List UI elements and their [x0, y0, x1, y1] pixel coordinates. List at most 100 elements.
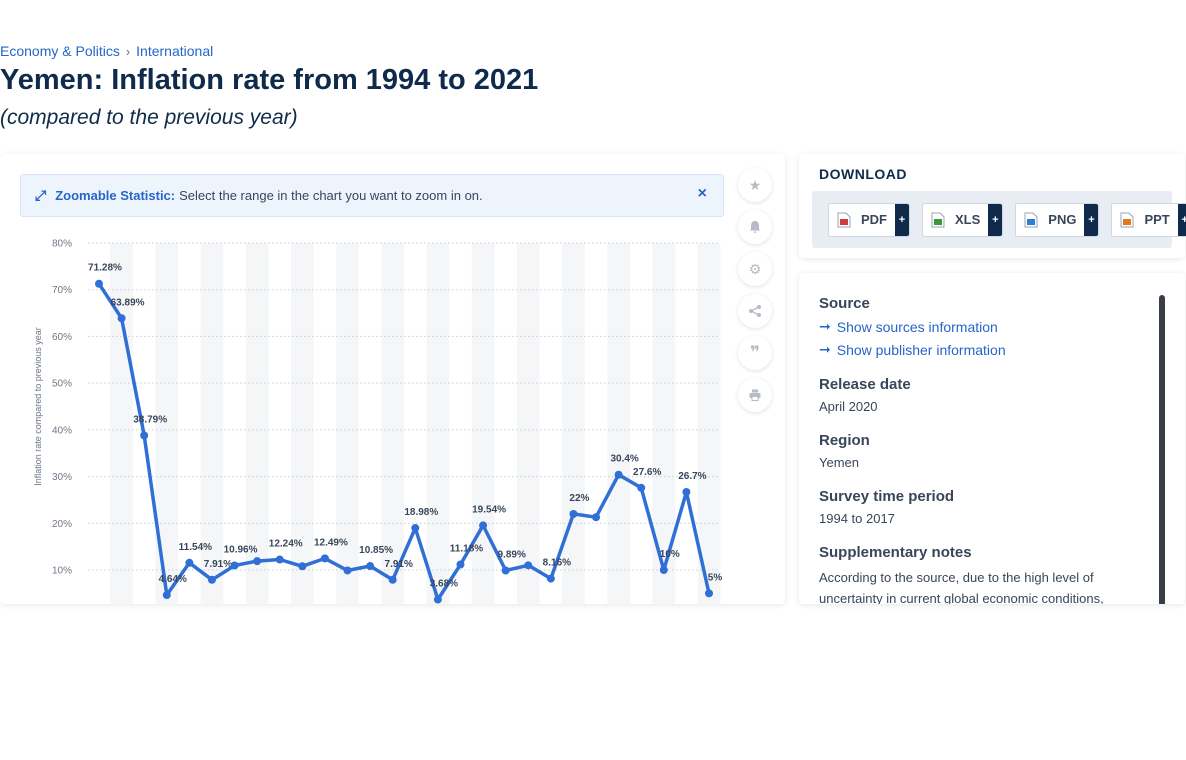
zoom-banner-label: Zoomable Statistic:	[55, 188, 176, 203]
data-point	[117, 314, 126, 323]
download-plus-icon: +	[1084, 203, 1099, 236]
chart-column-band	[336, 243, 359, 604]
data-point	[705, 589, 713, 598]
data-point	[501, 566, 510, 575]
chart-column-band	[291, 243, 314, 604]
data-point	[682, 487, 691, 496]
cite-button[interactable]: ❞	[738, 336, 772, 370]
data-label: 63.89%	[111, 297, 145, 308]
data-point	[592, 513, 601, 522]
data-label: 10.96%	[224, 545, 258, 556]
y-tick-label: 70%	[52, 285, 72, 296]
share-button[interactable]	[738, 294, 772, 328]
data-label: 10.85%	[359, 545, 393, 556]
data-point	[546, 574, 555, 583]
data-label: 4.64%	[159, 574, 187, 585]
survey-period-value: 1994 to 2017	[819, 511, 895, 526]
data-point	[614, 470, 623, 479]
download-button-label: PNG	[1048, 212, 1077, 227]
show-publisher-link[interactable]: ➞ Show publisher information	[819, 341, 1139, 358]
release-date-value: April 2020	[819, 399, 878, 414]
breadcrumb-economy-politics[interactable]: Economy & Politics	[0, 43, 120, 59]
download-button-label: PPT	[1144, 212, 1170, 227]
data-label: 12.49%	[314, 537, 348, 548]
chart-column-band	[245, 243, 269, 604]
y-tick-label: 80%	[52, 239, 72, 250]
chart-toolbar: ★ ⚙ ❞	[738, 168, 772, 412]
chart-column-band	[516, 243, 540, 604]
y-tick-label: 10%	[52, 566, 72, 577]
inflation-line-chart[interactable]: 10% 20% 30% 40% 50% 60% 70% 80% Inflation rate c…	[0, 154, 730, 604]
download-plus-icon: +	[988, 203, 1003, 236]
page-title: Yemen: Inflation rate from 1994 to 2021	[0, 64, 539, 96]
data-point	[343, 566, 352, 575]
share-icon	[749, 305, 761, 317]
show-sources-link[interactable]: ➞ Show sources information	[819, 318, 1139, 335]
y-tick-label: 50%	[52, 379, 72, 390]
download-xls-button[interactable]: XLS +	[922, 202, 1004, 237]
zoom-banner-text: Select the range in the chart you want t…	[179, 188, 483, 203]
print-icon	[749, 389, 761, 401]
download-ppt-button[interactable]: PPT +	[1111, 202, 1186, 237]
download-button-label: XLS	[955, 212, 981, 227]
data-label: 26.7%	[678, 471, 706, 482]
chart-column-band	[607, 243, 630, 604]
data-point	[298, 562, 307, 571]
arrow-right-icon: ➞	[819, 318, 831, 334]
source-heading: Source	[819, 295, 870, 312]
download-plus-icon: +	[895, 203, 909, 236]
download-buttons: PDF + XLS + PNG + PPT +	[812, 191, 1186, 248]
download-pdf-button[interactable]: PDF +	[828, 202, 910, 237]
series-line	[97, 281, 711, 602]
breadcrumb-international[interactable]: International	[136, 43, 214, 59]
y-axis-label: Inflation rate compared to previous year	[33, 327, 43, 486]
chart-column-band	[155, 243, 179, 604]
favorite-button[interactable]: ★	[738, 168, 772, 202]
data-label: 30.4%	[610, 454, 638, 465]
page-subtitle: (compared to the previous year)	[0, 106, 298, 129]
chart-column-band	[381, 243, 404, 604]
data-point	[637, 483, 646, 492]
data-label: 9.89%	[497, 550, 525, 561]
y-tick-label: 30%	[52, 472, 72, 483]
data-point	[366, 562, 375, 571]
release-date-heading: Release date	[819, 376, 911, 393]
data-label: 12.24%	[269, 539, 303, 550]
download-card: DOWNLOAD PDF + XLS + PNG + PPT +	[799, 154, 1186, 258]
data-label: 27.6%	[633, 467, 661, 478]
data-point	[253, 557, 262, 566]
arrow-right-icon: ➞	[819, 341, 831, 357]
data-point	[95, 279, 103, 288]
print-button[interactable]	[738, 378, 772, 412]
data-label: 10%	[660, 549, 680, 560]
pdf-file-icon	[837, 204, 855, 236]
data-label: 38.79%	[133, 415, 167, 426]
data-label: 71.28%	[88, 263, 122, 274]
survey-period-heading: Survey time period	[819, 488, 955, 505]
data-label: 19.54%	[472, 504, 506, 515]
chart-column-band	[697, 243, 721, 604]
gear-icon: ⚙	[748, 260, 762, 277]
breadcrumb: Economy & Politics › International	[0, 43, 213, 59]
data-point	[185, 558, 194, 567]
supplementary-notes-text: According to the source, due to the high…	[819, 570, 1104, 604]
ppt-file-icon	[1120, 204, 1138, 236]
data-point	[569, 509, 578, 518]
data-point	[162, 591, 171, 600]
data-point	[230, 561, 239, 570]
y-tick-label: 20%	[52, 519, 72, 530]
region-heading: Region	[819, 432, 870, 449]
data-point	[433, 595, 442, 604]
data-label: 7.91%	[385, 559, 413, 570]
y-tick-label: 60%	[52, 332, 72, 343]
data-point	[524, 561, 533, 570]
chart-card: 10% 20% 30% 40% 50% 60% 70% 80% Inflation rate c…	[0, 154, 785, 604]
download-png-button[interactable]: PNG +	[1015, 202, 1100, 237]
notification-button[interactable]	[738, 210, 772, 244]
data-label: 11.18%	[450, 543, 483, 554]
settings-button[interactable]: ⚙	[738, 252, 772, 286]
zoom-banner-close-button[interactable]: ×	[697, 185, 707, 202]
png-file-icon	[1024, 204, 1042, 236]
data-point	[456, 560, 465, 569]
info-scrollbar[interactable]	[1159, 295, 1165, 604]
